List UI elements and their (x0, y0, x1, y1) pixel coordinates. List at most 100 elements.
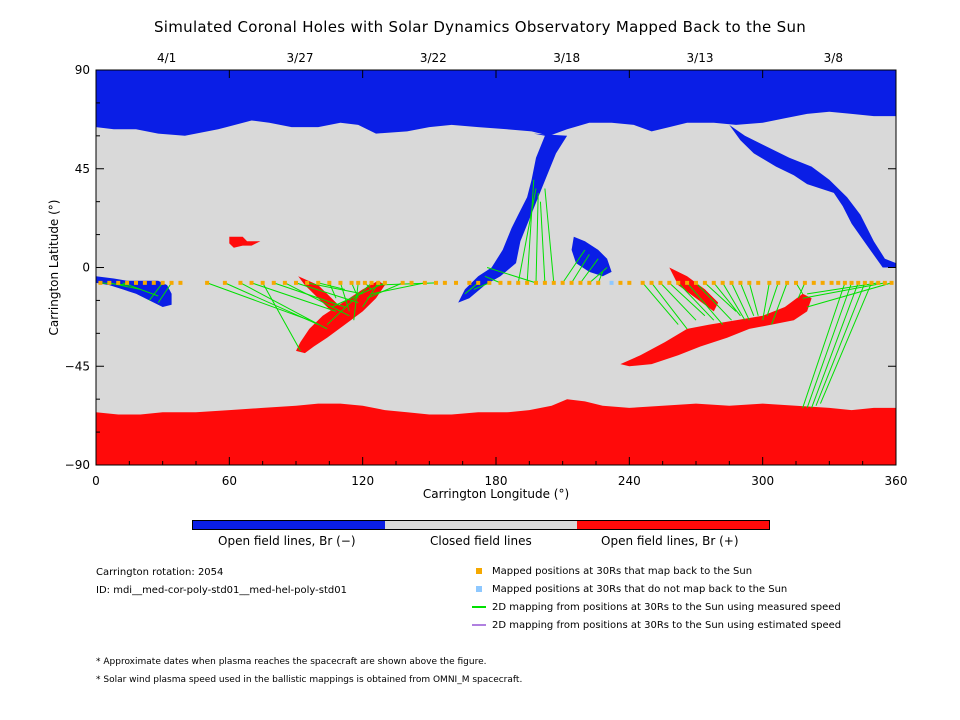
mapped-position-point (569, 280, 574, 285)
mapped-position-point (400, 280, 405, 285)
x-axis-label: Carrington Longitude (°) (423, 487, 569, 501)
measured-mapping-line (660, 282, 697, 321)
mapped-position-point (820, 280, 825, 285)
mapped-position-point (409, 280, 414, 285)
mapped-position-point (776, 280, 781, 285)
colorbar (192, 520, 770, 530)
mapped-position-point (498, 280, 503, 285)
negative-coronal-hole-1 (729, 124, 896, 268)
mapped-position-point (658, 280, 663, 285)
measured-mapping-line (484, 275, 501, 284)
mapped-position-point (842, 280, 847, 285)
measured-mapping-line (819, 282, 873, 404)
measured-mapping-line (748, 282, 759, 316)
measured-mapping-line (571, 254, 590, 284)
positive-coronal-hole-2 (620, 293, 812, 367)
mapped-position-point (711, 280, 716, 285)
mapped-position-point (160, 280, 165, 285)
y-tick-label: −90 (65, 458, 90, 472)
measured-mapping-line (806, 282, 892, 308)
mapped-position-point (729, 280, 734, 285)
mapped-position-point (856, 280, 861, 285)
mapped-position-point (747, 280, 752, 285)
measured-mapping-line (122, 282, 159, 297)
mapped-position-point (142, 280, 147, 285)
positive-coronal-hole-3 (669, 267, 719, 312)
measured-mapping-line (331, 282, 386, 308)
measured-mapping-line (318, 282, 346, 290)
legend-unmapped-square-icon (476, 586, 482, 592)
mapped-position-point (869, 280, 874, 285)
colorbar-negative (193, 521, 385, 529)
x-tick-label: 240 (618, 474, 641, 488)
measured-mapping-line (806, 282, 853, 409)
measured-mapping-line (464, 282, 479, 295)
mapped-position-point (205, 280, 210, 285)
y-tick-label: 0 (82, 261, 90, 275)
y-axis-label: Carrington Latitude (°) (47, 200, 61, 336)
x-tick-label: 360 (885, 474, 908, 488)
measured-mapping-line (811, 282, 859, 409)
measured-mapping-line (686, 282, 724, 325)
measured-mapping-line (535, 192, 539, 283)
mapped-position-point (534, 280, 538, 285)
mapped-position-point (516, 280, 521, 285)
legend-unmapped-label: Mapped positions at 30Rs that do not map… (492, 584, 788, 595)
mapped-position-point (454, 280, 458, 285)
mapped-position-point (542, 280, 547, 285)
measured-mapping-line (802, 282, 885, 299)
mapped-position-point (889, 280, 894, 285)
measured-mapping-line (797, 282, 806, 299)
top-date-label: 3/22 (420, 51, 447, 65)
measured-mapping-line (539, 201, 546, 283)
mapped-position-point (487, 280, 492, 285)
mapped-position-point (294, 280, 298, 285)
x-tick-label: 120 (351, 474, 374, 488)
measured-mapping-line (224, 282, 319, 326)
measured-mapping-line (206, 282, 310, 321)
mapped-position-point (649, 280, 654, 285)
measured-mapping-line (526, 179, 535, 283)
mapped-position-point (876, 280, 881, 285)
unmapped-position-point (609, 280, 614, 285)
x-tick-label: 0 (92, 474, 100, 488)
mapped-position-point (376, 280, 381, 285)
measured-mapping-line (262, 282, 301, 352)
mapped-position-point (362, 280, 367, 285)
mapped-position-point (369, 280, 374, 285)
south-polar-coronal-hole (96, 399, 896, 465)
mapped-position-point (560, 280, 565, 285)
y-tick-label: 90 (75, 63, 90, 77)
carrington-rotation: Carrington rotation: 2054 (96, 567, 224, 578)
mapped-position-point (125, 280, 130, 285)
top-date-label: 4/1 (157, 51, 176, 65)
measured-mapping-line (815, 282, 866, 406)
mapped-position-point (756, 280, 761, 285)
legend-measured-label: 2D mapping from positions at 30Rs to the… (492, 602, 841, 613)
mapped-position-point (338, 280, 343, 285)
north-polar-coronal-hole (96, 70, 896, 136)
mapped-position-point (685, 280, 690, 285)
measured-mapping-line (762, 282, 770, 321)
measured-mapping-line (695, 282, 732, 321)
positive-coronal-hole-0 (296, 280, 385, 354)
measured-mapping-line (326, 282, 372, 325)
legend-estimated-line-icon (472, 624, 486, 626)
colorbar-label-closed: Closed field lines (430, 534, 532, 548)
mapped-position-point (862, 280, 867, 285)
legend-estimated: 2D mapping from positions at 30Rs to the… (472, 620, 842, 634)
mapped-position-point (356, 280, 361, 285)
measured-mapping-line (651, 282, 688, 330)
mapped-position-point (151, 280, 156, 285)
top-date-label: 3/27 (287, 51, 314, 65)
note-dates: * Approximate dates when plasma reaches … (96, 657, 487, 667)
mapped-position-point (640, 280, 645, 285)
mapped-position-point (107, 280, 112, 285)
x-tick-label: 180 (485, 474, 508, 488)
legend-mapped-square-icon (476, 568, 482, 574)
measured-mapping-line (704, 282, 737, 312)
measured-mapping-line (284, 282, 350, 317)
mapped-position-point (785, 280, 790, 285)
mapped-position-point (222, 280, 227, 285)
legend-estimated-label: 2D mapping from positions at 30Rs to the… (492, 620, 842, 631)
